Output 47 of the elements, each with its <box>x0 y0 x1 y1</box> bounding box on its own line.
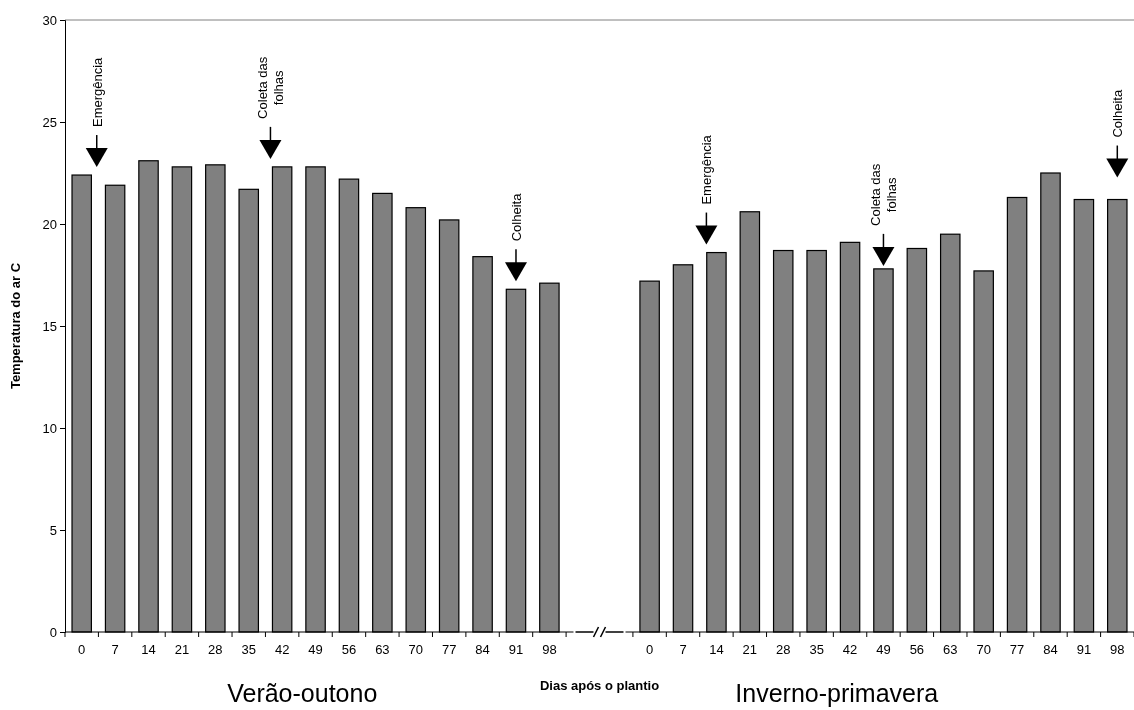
x-tick-label: 49 <box>308 642 323 657</box>
y-tick-label: 20 <box>42 216 57 232</box>
x-tick-label: 35 <box>809 642 824 657</box>
x-tick-label: 70 <box>408 642 423 657</box>
y-tick-label: 15 <box>42 318 57 334</box>
x-tick-label: 42 <box>274 642 290 657</box>
text: Verão-outono <box>227 679 378 707</box>
y-tick-label: 30 <box>42 12 57 28</box>
annotation: Emergência <box>699 134 715 205</box>
x-tick-label: 14 <box>709 642 724 657</box>
x-tick-label: 63 <box>375 642 390 657</box>
x-tick-label: 84 <box>475 642 490 657</box>
annotation: Colheita <box>1110 89 1126 138</box>
x-tick-label: 21 <box>742 642 758 657</box>
x-tick-label: 56 <box>341 642 357 657</box>
x-tick-label: 21 <box>174 642 190 657</box>
x-tick-label: 77 <box>1009 642 1025 657</box>
x-tick-label: 91 <box>1076 642 1092 657</box>
x-tick-label: 63 <box>943 642 958 657</box>
x-tick-label: 0 <box>78 642 86 657</box>
y-tick-label: 0 <box>49 624 57 640</box>
x-tick-label: 7 <box>111 642 119 657</box>
x-tick-label: 28 <box>208 642 223 657</box>
x-tick-label: 49 <box>876 642 891 657</box>
y-tick-label: 5 <box>49 522 57 538</box>
y-axis-title: Temperatura do ar C <box>8 262 23 390</box>
annotation: Coleta das folhas <box>868 163 900 226</box>
x-tick-label: 14 <box>141 642 156 657</box>
x-tick-label: 28 <box>776 642 791 657</box>
x-tick-label: 7 <box>679 642 687 657</box>
x-tick-label: 70 <box>976 642 991 657</box>
y-tick-label: 25 <box>42 114 57 130</box>
text: Inverno-primavera <box>735 679 939 707</box>
x-tick-label: 84 <box>1043 642 1058 657</box>
x-axis-title: Dias após o plantio <box>539 678 660 693</box>
x-tick-label: 56 <box>909 642 925 657</box>
annotation: Colheita <box>508 192 524 242</box>
x-tick-label: 98 <box>1110 642 1125 657</box>
annotation: Emergência <box>89 56 105 128</box>
x-tick-label: 91 <box>508 642 524 657</box>
y-tick-label: 10 <box>42 420 57 436</box>
x-tick-label: 35 <box>241 642 256 657</box>
x-tick-label: 77 <box>441 642 457 657</box>
x-tick-label: 98 <box>542 642 557 657</box>
annotation: Coleta das folhas <box>255 56 287 119</box>
x-tick-label: 0 <box>645 642 654 657</box>
x-tick-label: 42 <box>842 642 858 657</box>
